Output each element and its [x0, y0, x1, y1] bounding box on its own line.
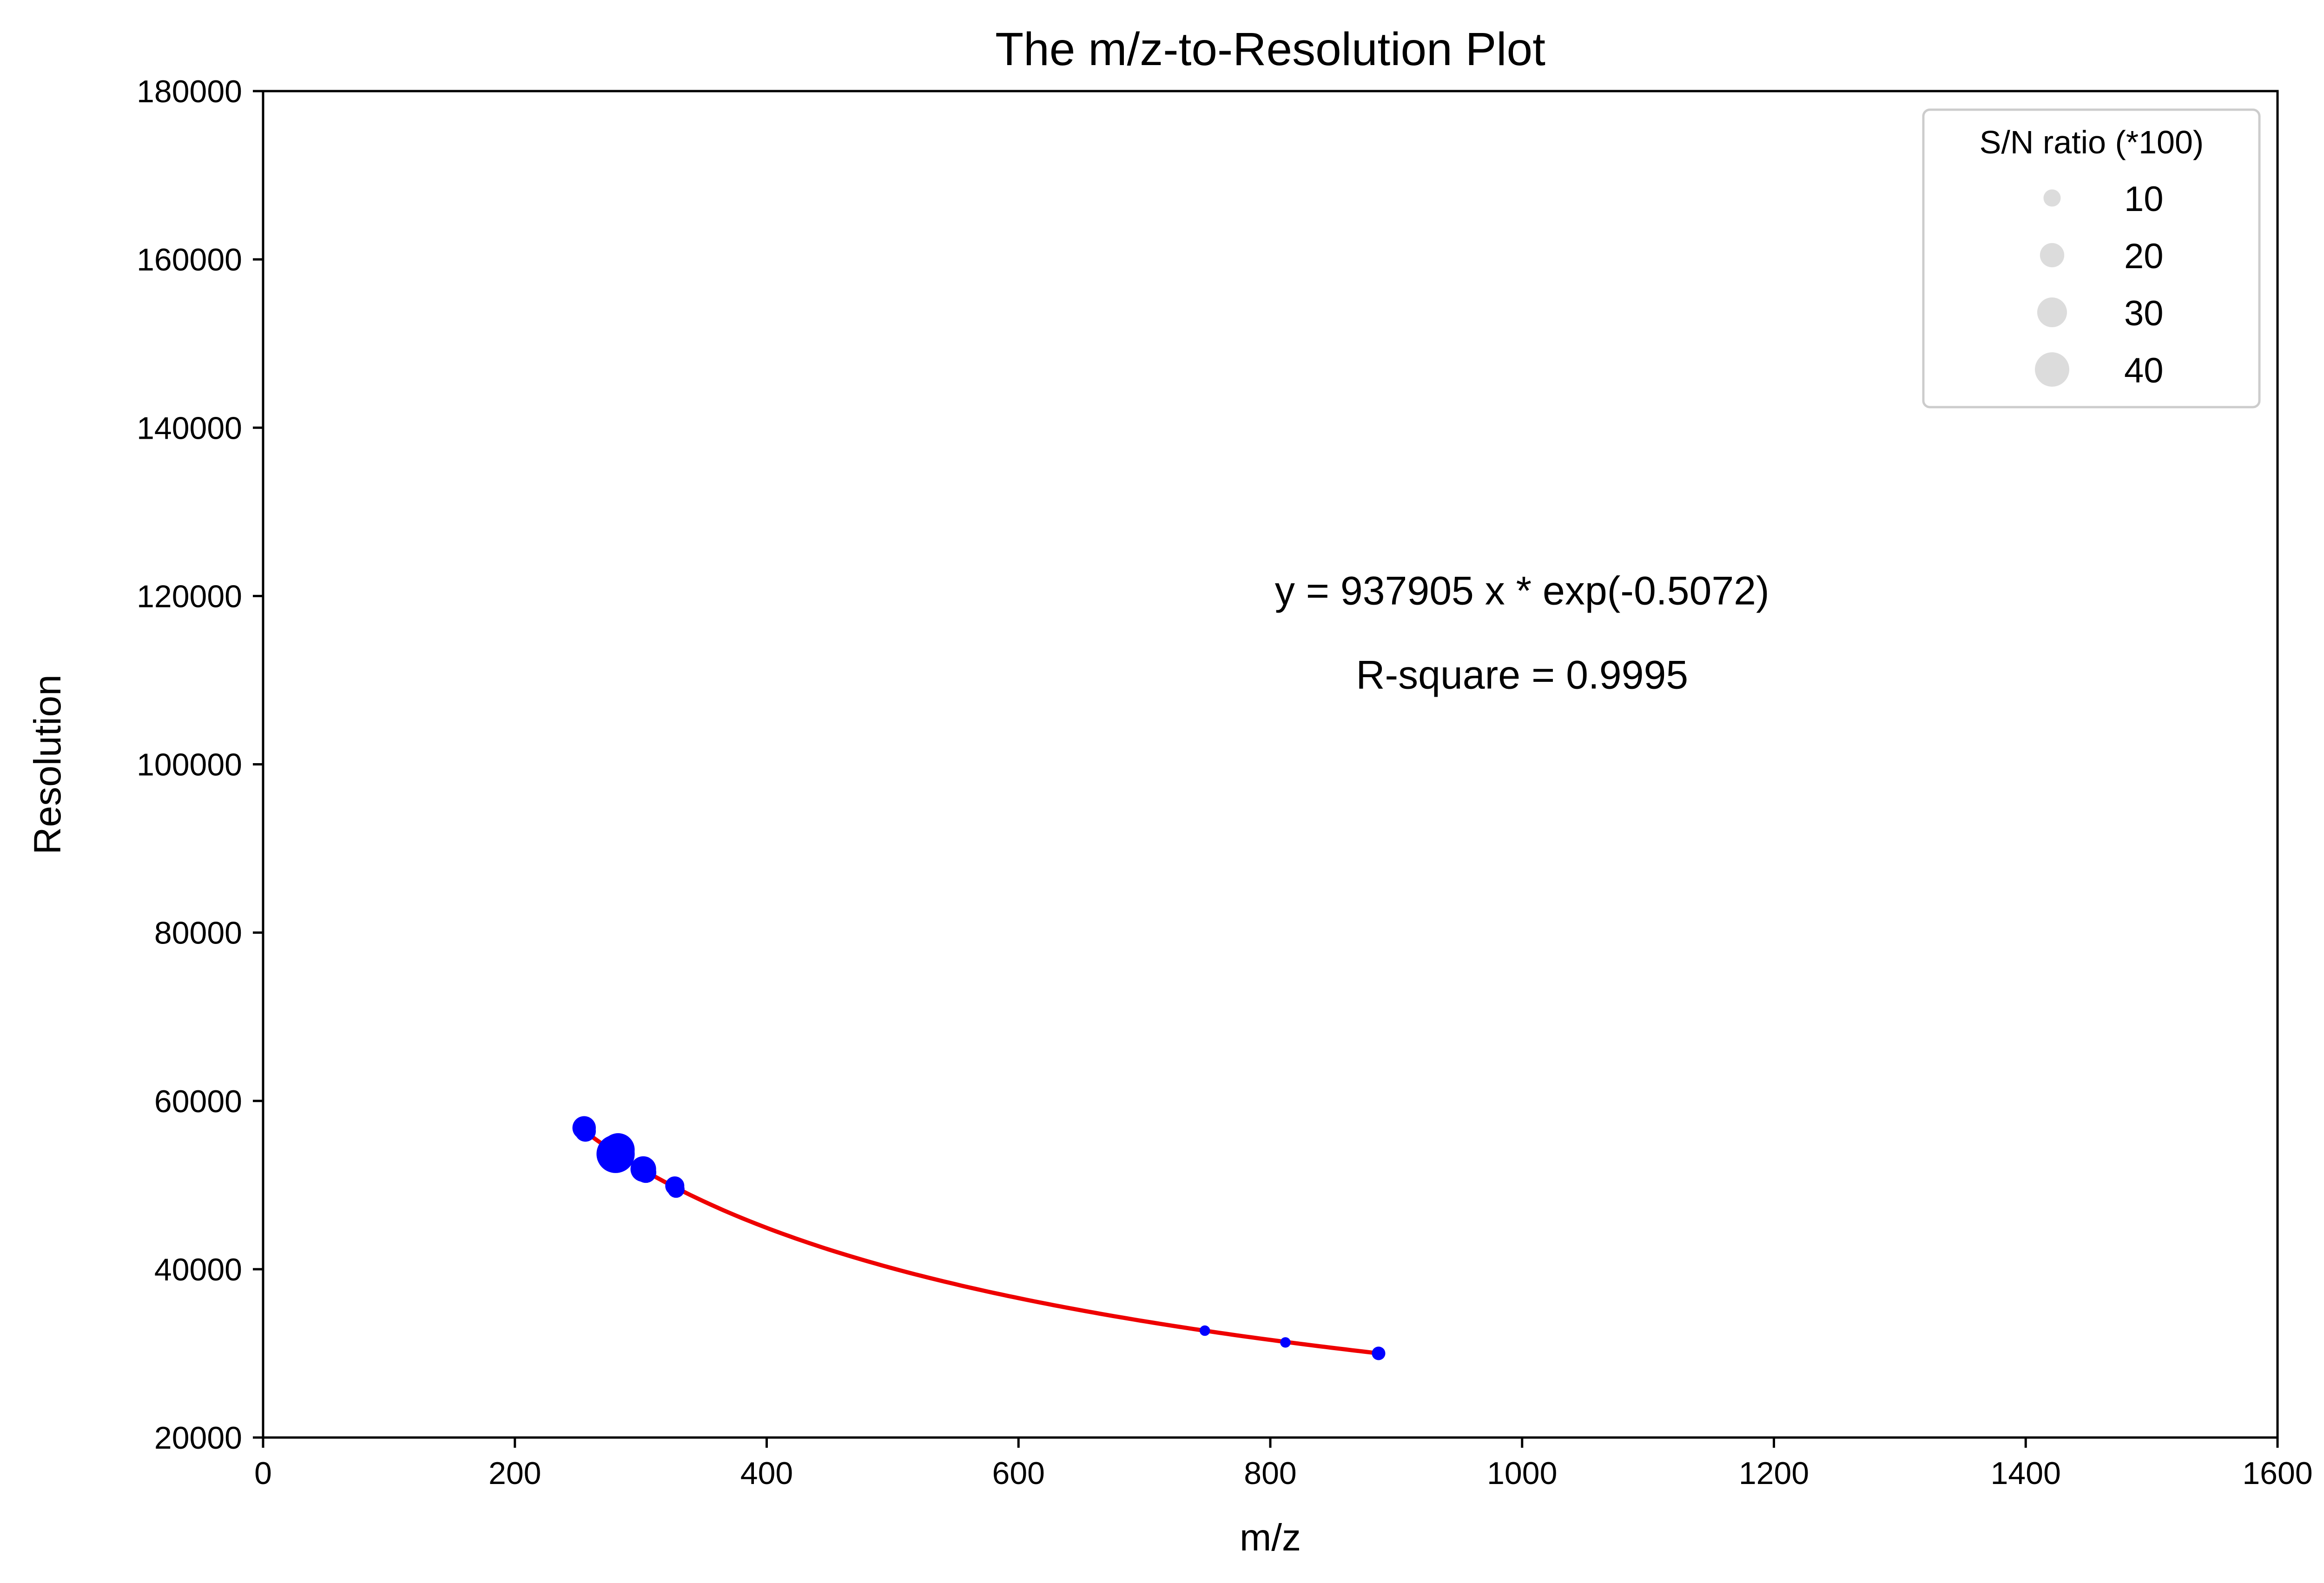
data-point — [635, 1162, 656, 1183]
data-point — [667, 1181, 685, 1198]
legend-marker — [2040, 243, 2065, 268]
y-axis-label: Resolution — [26, 674, 69, 854]
x-tick-label: 400 — [740, 1456, 793, 1491]
legend-title: S/N ratio (*100) — [1980, 124, 2204, 160]
data-point — [1280, 1337, 1291, 1348]
x-tick-label: 1000 — [1487, 1456, 1557, 1491]
legend-entry-label: 30 — [2124, 294, 2164, 333]
y-tick-label: 180000 — [137, 74, 242, 109]
y-axis-ticks: 20000 40000 60000 80000 100000 120000 140000 16… — [137, 74, 263, 1456]
legend-entry-label: 20 — [2124, 237, 2164, 276]
data-point — [1199, 1325, 1210, 1336]
x-tick-label: 1600 — [2242, 1456, 2312, 1491]
legend-entry-label: 40 — [2124, 351, 2164, 390]
x-tick-label: 1400 — [1991, 1456, 2061, 1491]
y-tick-label: 60000 — [154, 1084, 242, 1119]
annotations: y = 937905 x * exp(-0.5072) R-square = 0.… — [1275, 568, 1769, 697]
legend-marker — [2035, 352, 2069, 387]
y-tick-label: 100000 — [137, 747, 242, 783]
fit-annotation: y = 937905 x * exp(-0.5072) — [1275, 568, 1769, 613]
fit-curve — [582, 1128, 1381, 1356]
y-tick-label: 80000 — [154, 916, 242, 951]
x-axis-ticks: 0 200 400 600 800 1000 1200 1400 1600 — [254, 1438, 2313, 1491]
y-tick-label: 160000 — [137, 242, 242, 277]
y-tick-label: 120000 — [137, 579, 242, 614]
x-tick-label: 200 — [489, 1456, 541, 1491]
legend-box — [1922, 108, 2261, 409]
y-tick-label: 20000 — [154, 1420, 242, 1456]
x-tick-label: 0 — [254, 1456, 272, 1491]
data-point — [574, 1121, 596, 1142]
chart-title: The m/z-to-Resolution Plot — [995, 23, 1545, 75]
data-point — [1372, 1346, 1386, 1360]
legend-entries: 10 20 30 40 — [2035, 179, 2164, 390]
legend-marker — [2037, 297, 2067, 328]
fit-annotation: R-square = 0.9995 — [1356, 653, 1688, 698]
legend-entry-label: 10 — [2124, 179, 2164, 219]
legend-marker — [2043, 189, 2061, 207]
x-axis-label: m/z — [1240, 1517, 1301, 1559]
y-tick-label: 40000 — [154, 1252, 242, 1287]
x-tick-label: 600 — [992, 1456, 1045, 1491]
scatter-points — [572, 1116, 1386, 1360]
y-tick-label: 140000 — [137, 410, 242, 446]
legend: S/N ratio (*100) 10 20 30 40 — [1922, 108, 2261, 409]
x-tick-label: 800 — [1244, 1456, 1296, 1491]
data-point — [601, 1133, 635, 1167]
x-tick-label: 1200 — [1739, 1456, 1809, 1491]
